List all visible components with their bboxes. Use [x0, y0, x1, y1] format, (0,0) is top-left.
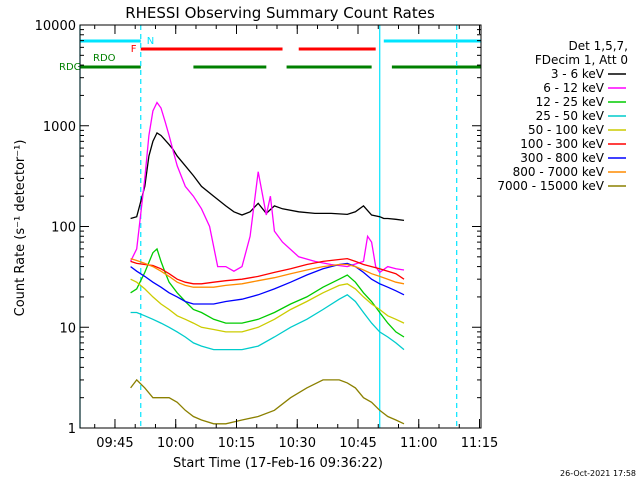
legend-entry-label: 50 - 100 keV: [528, 123, 605, 137]
series-line: [130, 278, 405, 333]
x-tick-label: 09:45: [96, 436, 133, 451]
series-line: [130, 294, 405, 351]
series-line: [130, 101, 405, 274]
series-line: [130, 247, 405, 338]
series-line: [130, 378, 405, 425]
y-axis-label: Count Rate (s⁻¹ detector⁻¹): [13, 140, 28, 317]
x-tick-label: 10:15: [218, 436, 255, 451]
y-axis: 1 10 100 1000 10000: [35, 19, 481, 437]
legend-entry-label: 6 - 12 keV: [543, 81, 605, 95]
series-layer: [130, 101, 405, 425]
x-tick-label: 11:15: [461, 436, 498, 451]
y-tick-label: 1: [68, 422, 76, 437]
legend-entry-label: 100 - 300 keV: [520, 137, 604, 151]
series-line: [130, 257, 405, 285]
y-tick-label: 10: [59, 321, 76, 336]
flag-label-flare: F: [131, 44, 137, 55]
legend-entry-label: 800 - 7000 keV: [513, 165, 605, 179]
legend-entry-label: 300 - 800 keV: [520, 151, 604, 165]
y-tick-label: 10000: [35, 19, 76, 34]
chart-title: RHESSI Observing Summary Count Rates: [125, 4, 435, 22]
series-line: [130, 262, 405, 305]
legend-entry-label: 25 - 50 keV: [536, 109, 605, 123]
x-tick-label: 10:00: [157, 436, 194, 451]
x-axis: 09:45 10:00 10:15 10:30 10:45 11:00 11:15: [94, 25, 498, 451]
flag-layer: NF RDO RDG: [59, 36, 481, 73]
series-line: [130, 257, 405, 288]
x-tick-label: 10:45: [339, 436, 376, 451]
x-tick-label: 11:00: [400, 436, 437, 451]
flag-label-rdg: RDG: [59, 62, 81, 73]
legend-entry-label: 12 - 25 keV: [536, 95, 605, 109]
legend-header-line2: FDecim 1, Att 0: [535, 53, 628, 67]
legend-entry-label: 3 - 6 keV: [551, 67, 605, 81]
series-line: [130, 131, 405, 222]
footer-timestamp: 26-Oct-2021 17:58: [560, 469, 636, 478]
flag-label-rdo: RDO: [93, 53, 116, 64]
flag-label-night: N: [147, 36, 154, 47]
y-tick-label: 100: [51, 221, 76, 236]
y-tick-label: 1000: [43, 120, 76, 135]
legend-header-line1: Det 1,5,7,: [569, 39, 629, 53]
x-axis-label: Start Time (17-Feb-16 09:36:22): [173, 456, 383, 471]
legend-entry-label: 7000 - 15000 keV: [497, 179, 604, 193]
x-tick-label: 10:30: [279, 436, 316, 451]
